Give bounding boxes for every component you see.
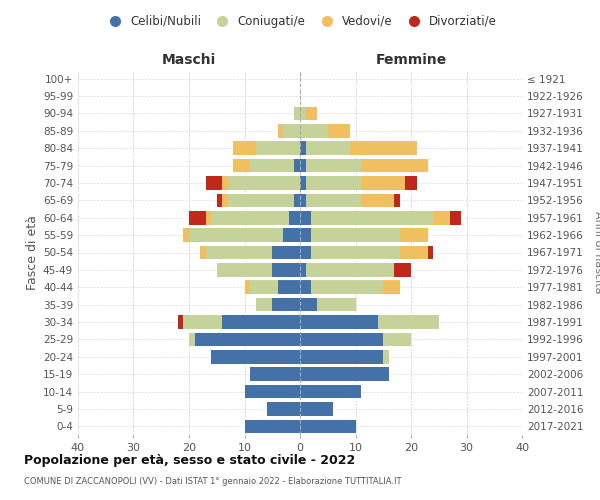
Bar xyxy=(300,211,311,224)
Bar xyxy=(394,194,400,207)
Text: Maschi: Maschi xyxy=(162,52,216,66)
Bar xyxy=(300,176,305,190)
Bar xyxy=(233,142,256,155)
Text: COMUNE DI ZACCANOPOLI (VV) - Dati ISTAT 1° gennaio 2022 - Elaborazione TUTTITALI: COMUNE DI ZACCANOPOLI (VV) - Dati ISTAT … xyxy=(24,477,401,486)
Bar xyxy=(300,263,305,276)
Bar xyxy=(305,142,350,155)
Bar xyxy=(245,385,300,398)
Bar xyxy=(295,159,300,172)
Bar xyxy=(189,211,206,224)
Bar xyxy=(300,159,305,172)
Bar xyxy=(300,280,311,294)
Bar xyxy=(383,280,400,294)
Bar xyxy=(311,280,383,294)
Bar xyxy=(206,176,222,190)
Bar xyxy=(211,350,300,364)
Bar xyxy=(300,350,383,364)
Bar xyxy=(400,228,428,242)
Legend: Celibi/Nubili, Coniugati/e, Vedovi/e, Divorziati/e: Celibi/Nubili, Coniugati/e, Vedovi/e, Di… xyxy=(98,10,502,32)
Bar xyxy=(228,176,300,190)
Bar xyxy=(272,298,300,312)
Bar xyxy=(383,332,411,346)
Bar xyxy=(250,280,278,294)
Bar xyxy=(361,159,428,172)
Bar xyxy=(245,420,300,433)
Bar xyxy=(305,159,361,172)
Bar xyxy=(378,315,439,329)
Bar xyxy=(217,194,222,207)
Bar xyxy=(278,124,283,138)
Bar xyxy=(300,246,311,260)
Bar xyxy=(295,106,300,120)
Bar xyxy=(194,332,300,346)
Bar xyxy=(450,211,461,224)
Bar xyxy=(278,280,300,294)
Bar xyxy=(184,315,222,329)
Bar xyxy=(217,263,272,276)
Bar xyxy=(266,402,300,415)
Bar xyxy=(178,315,184,329)
Bar xyxy=(256,298,272,312)
Bar xyxy=(228,194,295,207)
Bar xyxy=(250,159,295,172)
Bar xyxy=(305,194,361,207)
Bar xyxy=(350,142,416,155)
Bar xyxy=(300,194,305,207)
Bar xyxy=(300,420,355,433)
Bar xyxy=(283,124,300,138)
Bar xyxy=(305,176,361,190)
Bar xyxy=(272,263,300,276)
Bar xyxy=(406,176,416,190)
Bar xyxy=(361,194,394,207)
Text: Femmine: Femmine xyxy=(376,52,446,66)
Bar xyxy=(300,106,305,120)
Y-axis label: Fasce di età: Fasce di età xyxy=(26,215,39,290)
Bar xyxy=(300,402,334,415)
Bar xyxy=(300,124,328,138)
Bar xyxy=(289,211,300,224)
Bar xyxy=(300,385,361,398)
Bar xyxy=(300,368,389,381)
Bar xyxy=(189,228,283,242)
Y-axis label: Anni di nascita: Anni di nascita xyxy=(593,211,600,294)
Bar xyxy=(184,228,189,242)
Bar xyxy=(206,246,272,260)
Bar xyxy=(394,263,411,276)
Bar xyxy=(433,211,450,224)
Bar xyxy=(222,315,300,329)
Bar xyxy=(300,315,378,329)
Bar xyxy=(245,280,250,294)
Bar xyxy=(311,246,400,260)
Bar xyxy=(211,211,289,224)
Bar xyxy=(206,211,211,224)
Bar xyxy=(300,332,383,346)
Bar xyxy=(400,246,428,260)
Text: Popolazione per età, sesso e stato civile - 2022: Popolazione per età, sesso e stato civil… xyxy=(24,454,355,467)
Bar xyxy=(300,142,305,155)
Bar xyxy=(256,142,300,155)
Bar xyxy=(283,228,300,242)
Bar xyxy=(383,350,389,364)
Bar xyxy=(317,298,355,312)
Bar xyxy=(189,332,194,346)
Bar xyxy=(200,246,206,260)
Bar xyxy=(361,176,406,190)
Bar xyxy=(233,159,250,172)
Bar xyxy=(428,246,433,260)
Bar xyxy=(272,246,300,260)
Bar xyxy=(300,228,311,242)
Bar xyxy=(222,176,228,190)
Bar xyxy=(305,263,394,276)
Bar xyxy=(311,211,433,224)
Bar xyxy=(295,194,300,207)
Bar xyxy=(222,194,228,207)
Bar xyxy=(328,124,350,138)
Bar xyxy=(300,298,317,312)
Bar xyxy=(311,228,400,242)
Bar xyxy=(305,106,317,120)
Bar xyxy=(250,368,300,381)
